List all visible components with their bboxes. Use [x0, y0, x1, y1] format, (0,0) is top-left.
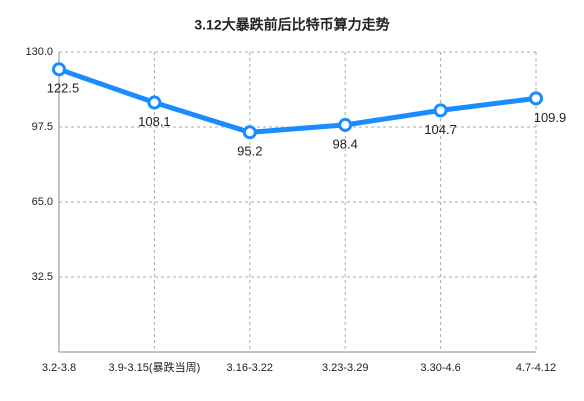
point: [433, 103, 448, 118]
point: [52, 62, 66, 77]
data-label: 95.2: [237, 144, 262, 159]
data-label: 108.1: [138, 114, 171, 129]
point: [338, 117, 353, 132]
data-label: 109.9: [534, 110, 567, 125]
data-label: 122.5: [47, 81, 80, 96]
chart-title: 3.12大暴跌前后比特币算力走势: [194, 17, 389, 33]
data-label: 98.4: [333, 136, 358, 151]
y-tick-label: 97.5: [32, 121, 53, 133]
point: [242, 125, 257, 140]
x-tick-label: 3.16-3.22: [227, 362, 273, 374]
x-tick-label: 3.30-4.6: [420, 362, 460, 374]
x-tick-label: 3.9-3.15(暴跌当周): [109, 360, 201, 374]
x-tick-label: 4.7-4.12: [516, 362, 556, 374]
y-tick-label: 65.0: [32, 196, 53, 208]
x-tick-label: 3.2-3.8: [42, 362, 76, 374]
data-label: 104.7: [424, 122, 457, 137]
x-tick-label: 3.23-3.29: [322, 362, 368, 374]
y-tick-label: 130.0: [25, 46, 53, 58]
y-tick-label: 32.5: [32, 271, 53, 283]
point: [529, 91, 543, 106]
line: [58, 66, 537, 135]
point: [147, 95, 162, 110]
